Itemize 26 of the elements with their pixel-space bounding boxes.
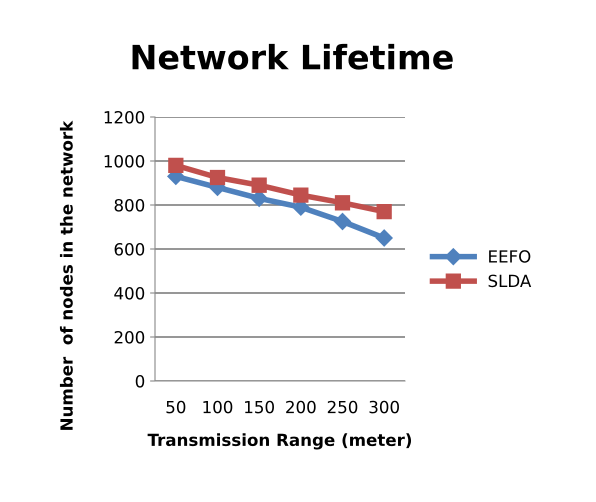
- x-tick-label: 250: [328, 400, 358, 414]
- legend-label: SLDA: [488, 274, 532, 288]
- point: [210, 170, 226, 186]
- point: [168, 158, 184, 174]
- y-tick-label: 600: [114, 242, 144, 256]
- point: [376, 229, 393, 247]
- y-tick-label: 1200: [104, 110, 144, 124]
- x-tick-label: 200: [286, 400, 316, 414]
- y-tick-label: 0: [136, 374, 144, 388]
- x-tick-label: 150: [245, 400, 274, 414]
- y-axis-title: Number of nodes in the network: [60, 120, 73, 430]
- legend-label: EEFO: [489, 250, 530, 263]
- y-tick-label: 800: [114, 198, 144, 212]
- point: [334, 195, 350, 210]
- y-tick-label: 200: [114, 330, 144, 344]
- x-tick-label: 50: [166, 400, 186, 414]
- point: [376, 204, 392, 220]
- x-tick-label: 300: [370, 400, 399, 414]
- x-axis-title: Transmission Range (meter): [148, 433, 412, 450]
- y-tick-label: 1000: [104, 154, 144, 168]
- point: [334, 212, 352, 230]
- chart-title: Network Lifetime: [132, 44, 453, 70]
- point: [293, 187, 308, 203]
- x-tick-label: 100: [203, 400, 232, 414]
- point: [252, 178, 267, 193]
- y-tick-label: 400: [114, 286, 144, 300]
